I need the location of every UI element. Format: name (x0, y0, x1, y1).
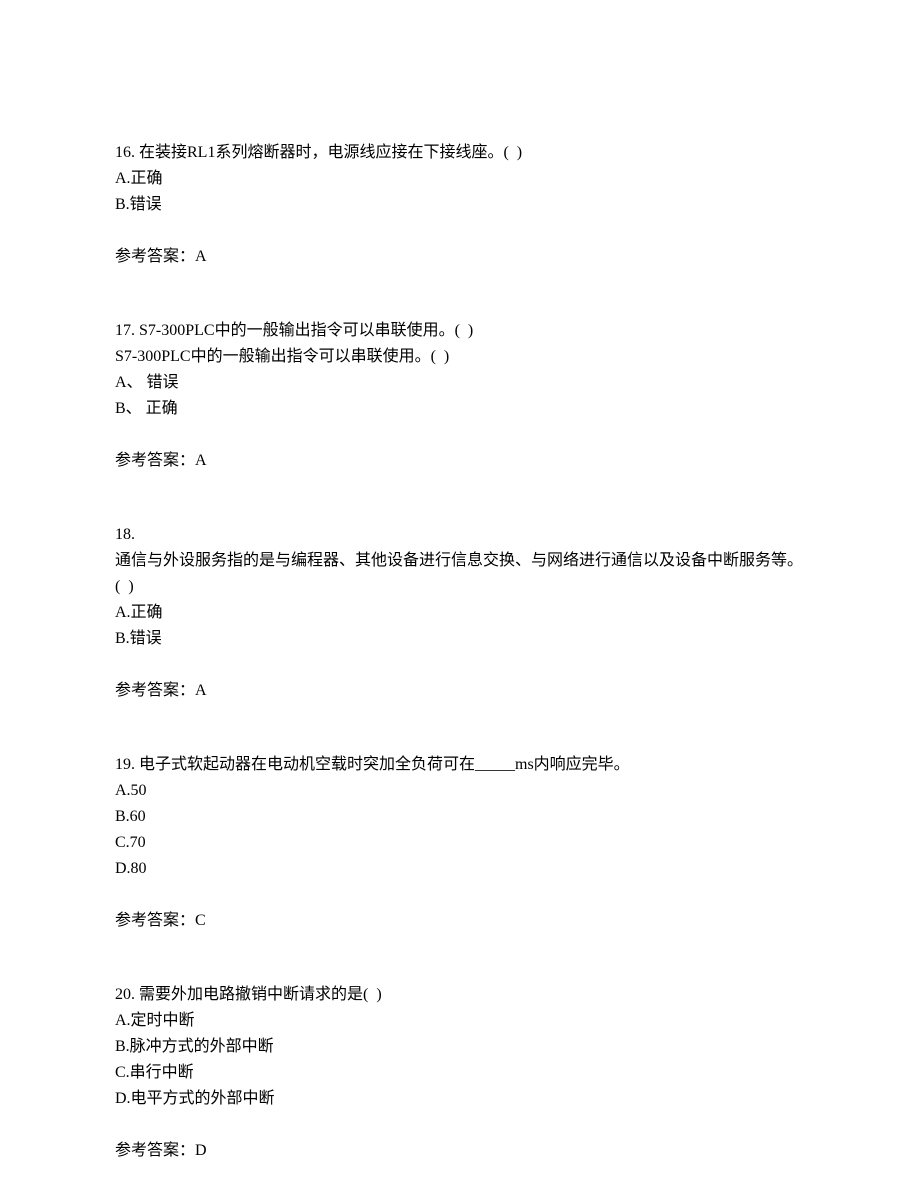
answer: 参考答案：A (115, 678, 805, 704)
option-a: A.正确 (115, 166, 805, 192)
question-20: 20. 需要外加电路撤销中断请求的是( ) A.定时中断 B.脉冲方式的外部中断… (115, 982, 805, 1164)
answer: 参考答案：A (115, 448, 805, 474)
option-b: B.错误 (115, 192, 805, 218)
option-d: D.电平方式的外部中断 (115, 1086, 805, 1112)
question-number: 20. (115, 986, 135, 1003)
question-subtext: 通信与外设服务指的是与编程器、其他设备进行信息交换、与网络进行通信以及设备中断服… (115, 548, 805, 600)
option-a: A、 错误 (115, 370, 805, 396)
answer: 参考答案：A (115, 244, 805, 270)
option-a: A.50 (115, 778, 805, 804)
answer: 参考答案：C (115, 908, 805, 934)
question-stem: 需要外加电路撤销中断请求的是( ) (135, 986, 382, 1003)
question-16: 16. 在装接RL1系列熔断器时，电源线应接在下接线座。( ) A.正确 B.错… (115, 140, 805, 270)
question-number: 18. (115, 522, 805, 548)
question-18: 18. 通信与外设服务指的是与编程器、其他设备进行信息交换、与网络进行通信以及设… (115, 522, 805, 704)
question-stem: 电子式软起动器在电动机空载时突加全负荷可在_____ms内响应完毕。 (135, 756, 630, 773)
answer: 参考答案：D (115, 1138, 805, 1164)
question-text: 19. 电子式软起动器在电动机空载时突加全负荷可在_____ms内响应完毕。 (115, 752, 805, 778)
question-17: 17. S7-300PLC中的一般输出指令可以串联使用。( ) S7-300PL… (115, 318, 805, 474)
question-number: 19. (115, 756, 135, 773)
question-number: 16. (115, 144, 135, 161)
question-stem: S7-300PLC中的一般输出指令可以串联使用。( ) (135, 322, 473, 339)
option-c: C.串行中断 (115, 1060, 805, 1086)
option-b: B.错误 (115, 626, 805, 652)
option-c: C.70 (115, 830, 805, 856)
question-text: 17. S7-300PLC中的一般输出指令可以串联使用。( ) (115, 318, 805, 344)
option-a: A.正确 (115, 600, 805, 626)
question-text: 20. 需要外加电路撤销中断请求的是( ) (115, 982, 805, 1008)
question-19: 19. 电子式软起动器在电动机空载时突加全负荷可在_____ms内响应完毕。 A… (115, 752, 805, 934)
option-b: B.脉冲方式的外部中断 (115, 1034, 805, 1060)
question-number: 17. (115, 322, 135, 339)
question-stem: 在装接RL1系列熔断器时，电源线应接在下接线座。( ) (135, 144, 522, 161)
option-d: D.80 (115, 856, 805, 882)
question-text: 16. 在装接RL1系列熔断器时，电源线应接在下接线座。( ) (115, 140, 805, 166)
option-b: B、 正确 (115, 396, 805, 422)
question-subtext: S7-300PLC中的一般输出指令可以串联使用。( ) (115, 344, 805, 370)
option-a: A.定时中断 (115, 1008, 805, 1034)
option-b: B.60 (115, 804, 805, 830)
